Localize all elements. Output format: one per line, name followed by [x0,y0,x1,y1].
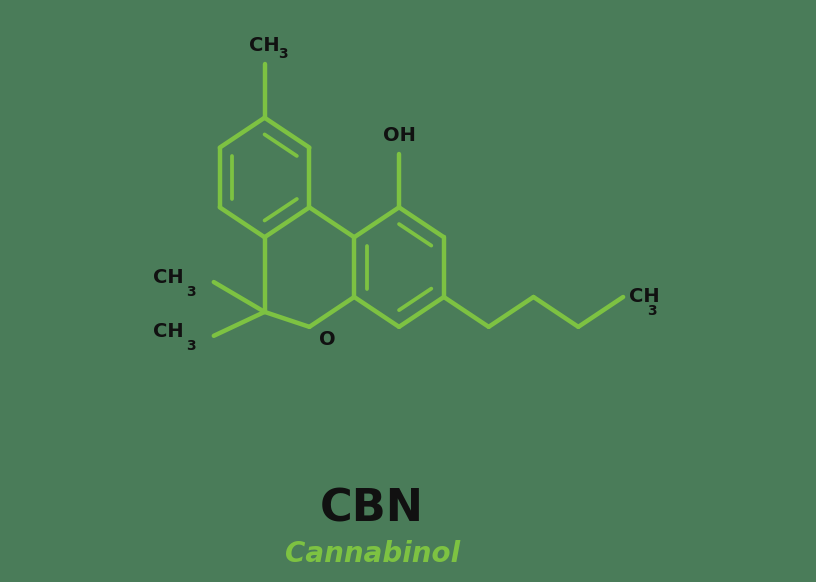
Text: 3: 3 [186,339,196,353]
Text: 3: 3 [186,285,196,299]
Text: CH: CH [153,322,184,341]
Text: CBN: CBN [320,488,424,531]
Text: CH: CH [153,268,184,288]
Text: O: O [319,330,335,349]
Text: Cannabinol: Cannabinol [285,540,459,568]
Text: 3: 3 [647,304,657,318]
Text: OH: OH [383,126,415,144]
Text: 3: 3 [277,47,287,61]
Text: CH: CH [629,288,659,307]
Text: CH: CH [249,36,280,55]
